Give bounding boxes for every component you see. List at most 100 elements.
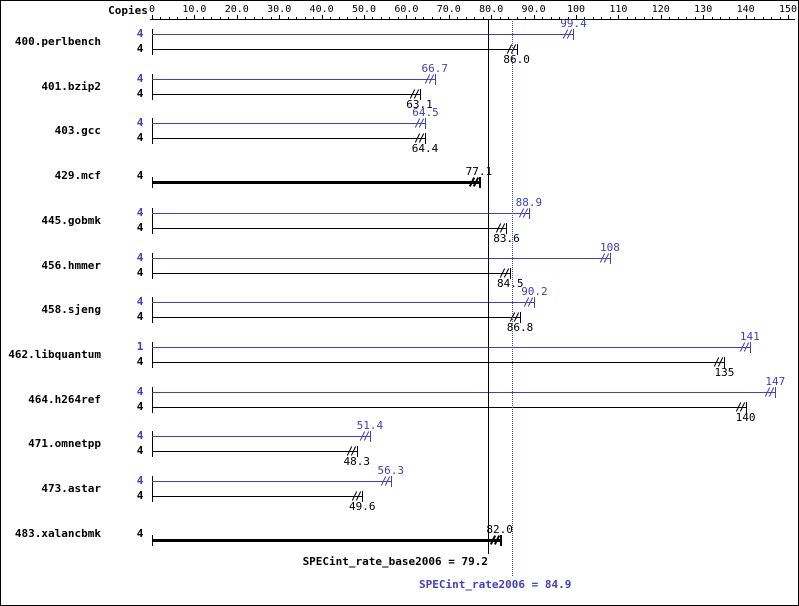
x-axis-tick-label: 90.0	[521, 4, 546, 15]
x-axis-minor-tick	[168, 17, 170, 19]
x-axis-minor-tick	[245, 17, 247, 19]
bar-base	[152, 451, 357, 452]
x-axis-tick-label: 10.0	[182, 4, 207, 15]
x-axis-minor-tick	[465, 17, 467, 19]
bar-end-cap	[745, 402, 747, 413]
base-result-label: SPECint_rate_base2006 = 79.2	[302, 555, 488, 568]
copies-value: 4	[136, 42, 144, 55]
bar-value-label: 48.3	[343, 455, 371, 468]
x-axis-minor-tick	[440, 17, 442, 19]
x-axis-major-tick	[152, 15, 153, 19]
x-axis-tick-label: 100	[566, 4, 586, 15]
benchmark-label: 403.gcc	[54, 124, 101, 137]
x-axis-minor-tick	[728, 17, 730, 19]
bar-end-cap	[499, 535, 502, 546]
copies-value: 4	[136, 87, 144, 100]
x-axis-minor-tick	[711, 17, 713, 19]
bar-base	[152, 138, 426, 139]
bar-value-label: 83.6	[493, 232, 520, 245]
x-axis-minor-tick	[525, 17, 527, 19]
bar-end-cap	[724, 357, 726, 368]
bar-base	[152, 496, 363, 497]
bar-base	[152, 539, 500, 542]
bar-base	[152, 49, 517, 50]
x-axis-minor-tick	[652, 17, 654, 19]
bar-peak	[152, 392, 776, 393]
bar-value-label: 108	[599, 241, 620, 254]
bar-end-cap	[506, 223, 508, 234]
x-axis-minor-tick	[694, 17, 696, 19]
x-axis-minor-tick	[380, 17, 382, 19]
bar-base	[152, 273, 511, 274]
x-axis-minor-tick	[304, 17, 306, 19]
x-axis-minor-tick	[669, 17, 671, 19]
x-axis-minor-tick	[389, 17, 391, 19]
group-axis-stub	[152, 431, 153, 457]
benchmark-label: 471.omnetpp	[28, 437, 101, 450]
group-axis-stub	[152, 297, 153, 323]
x-axis-line	[150, 19, 795, 20]
group-axis-stub	[152, 387, 153, 413]
bar-base	[152, 407, 746, 408]
copies-value: 4	[136, 116, 144, 129]
bar-value-label: 135	[714, 366, 735, 379]
copies-value: 4	[136, 355, 144, 368]
x-axis-minor-tick	[397, 17, 399, 19]
x-axis-minor-tick	[262, 17, 264, 19]
bar-value-label: 141	[739, 330, 760, 343]
x-axis-minor-tick	[508, 17, 510, 19]
x-axis-minor-tick	[423, 17, 425, 19]
x-axis-minor-tick	[202, 17, 204, 19]
copies-value: 4	[136, 206, 144, 219]
x-axis-minor-tick	[160, 17, 162, 19]
bar-base	[152, 362, 725, 363]
bar-value-label: 56.3	[377, 464, 404, 477]
group-axis-stub	[152, 208, 153, 234]
copies-value: 4	[136, 72, 144, 85]
x-axis-minor-tick	[720, 17, 722, 19]
group-axis-stub	[152, 342, 153, 368]
bar-peak	[152, 258, 610, 259]
x-axis-major-tick	[745, 15, 747, 19]
x-axis-minor-tick	[592, 17, 594, 19]
x-axis-tick-label: 140	[736, 4, 755, 15]
x-axis-minor-tick	[211, 17, 213, 19]
x-axis-minor-tick	[253, 17, 255, 19]
x-axis-minor-tick	[737, 17, 739, 19]
bar-value-label: 90.2	[521, 285, 548, 298]
x-axis-minor-tick	[542, 17, 544, 19]
x-axis-minor-tick	[355, 17, 357, 19]
benchmark-label: 462.libquantum	[8, 348, 101, 361]
bar-end-cap	[434, 74, 436, 85]
bar-base	[152, 317, 521, 318]
group-axis-stub	[152, 118, 153, 144]
x-axis-minor-tick	[567, 17, 569, 19]
x-axis-minor-tick	[609, 17, 611, 19]
copies-value: 1	[136, 340, 144, 353]
copies-value: 4	[136, 489, 144, 502]
x-axis-minor-tick	[270, 17, 272, 19]
bar-end-cap	[573, 29, 575, 40]
x-axis-minor-tick	[779, 17, 781, 19]
x-axis-major-tick	[533, 15, 535, 19]
x-axis-minor-tick	[584, 17, 586, 19]
x-axis-minor-tick	[635, 17, 637, 19]
bar-value-label: 49.6	[349, 500, 376, 513]
x-axis-major-tick	[321, 15, 323, 19]
copies-value: 4	[136, 221, 144, 234]
x-axis-minor-tick	[643, 17, 645, 19]
x-axis-tick-label: 70.0	[436, 4, 461, 15]
peak-result-label: SPECint_rate2006 = 84.9	[419, 578, 572, 591]
bar-value-label: 88.9	[515, 196, 543, 209]
bar-end-cap	[356, 446, 358, 457]
x-axis-major-tick	[279, 15, 281, 19]
bar-peak	[152, 436, 370, 437]
x-axis-tick-label: 20.0	[224, 4, 249, 15]
copies-value: 4	[136, 169, 144, 182]
x-axis-major-tick	[491, 15, 493, 19]
bar-end-cap	[516, 44, 518, 55]
bar-peak	[152, 481, 391, 482]
bar-end-cap	[478, 177, 481, 188]
